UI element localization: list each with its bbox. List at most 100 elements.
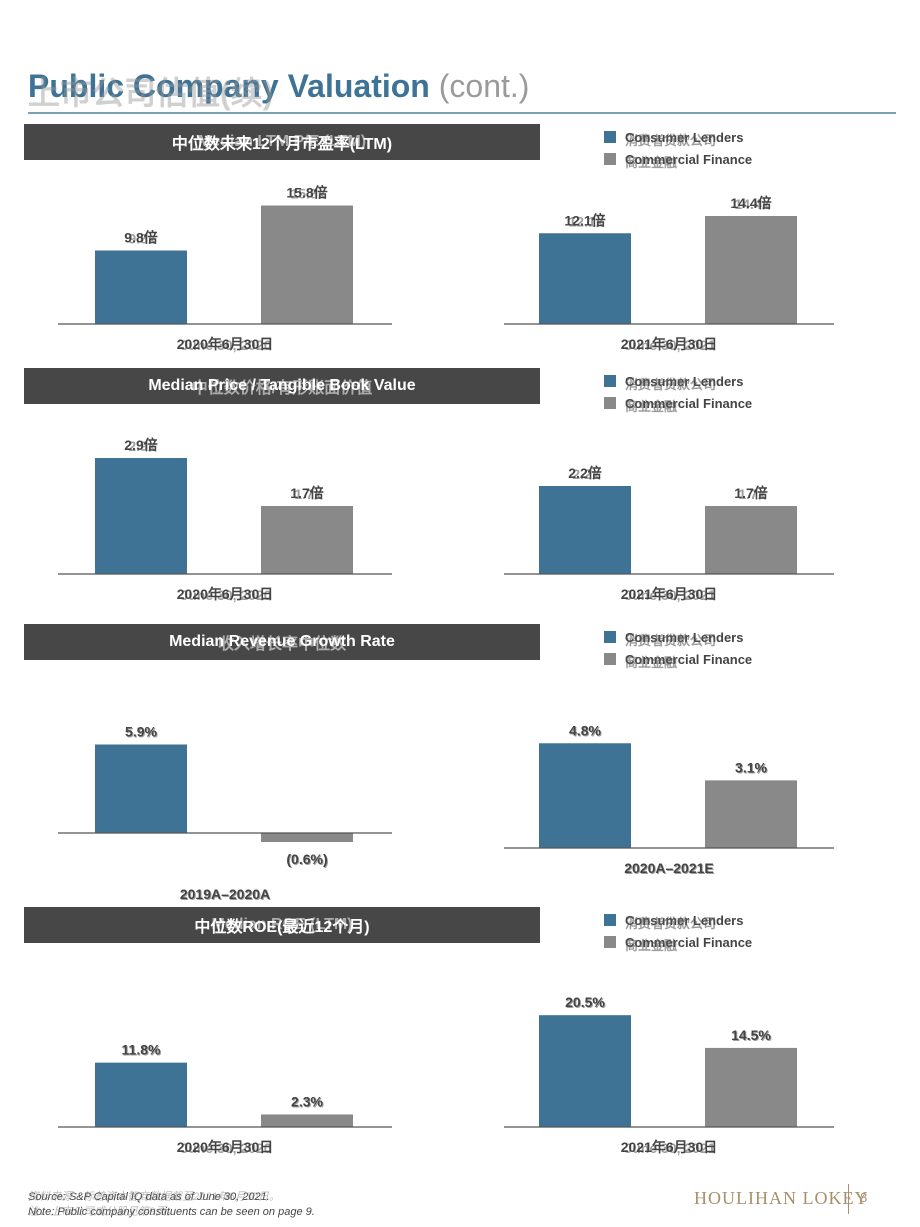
logo-divider — [848, 1184, 849, 1214]
section-revenue-growth: 收入增长率中位数 Median Revenue Growth Rate 消费者贷… — [0, 624, 920, 903]
legend-label: Consumer Lenders — [625, 912, 744, 928]
category-label-ghost: June 30, 2021 — [624, 1140, 715, 1156]
section-roe: Median ROE (LTM) 中位数ROE(最近12个月) 消费者贷款公司 C… — [0, 907, 920, 1157]
legend-label-zh: 商业金融 — [625, 154, 678, 170]
data-label-ghost: 5.9% — [126, 725, 158, 741]
legend-swatch — [604, 631, 616, 643]
legend-label: Commercial Finance — [625, 151, 753, 167]
section-band-ghost: 中位数价格/有形账面价值 — [191, 380, 373, 397]
section-band-title: 中位数ROE(最近12个月) — [194, 919, 370, 936]
data-label-ghost: 2.9x — [128, 438, 155, 454]
bar-commercial-finance — [261, 1114, 353, 1127]
page-title-main: Public Company — [28, 68, 279, 104]
data-label-ghost: 3.1% — [736, 760, 768, 776]
data-label: 11.8% — [122, 1042, 161, 1058]
legend: 消费者贷款公司 Consumer Lenders 商业金融 Commercial F… — [604, 370, 752, 414]
data-label-ghost: 1.7x — [294, 486, 321, 502]
legend-swatch — [604, 131, 616, 143]
legend-label: Commercial Finance — [625, 651, 753, 667]
data-label-ghost: 12.1x — [568, 213, 603, 229]
section-band-title: 中位数未来12个月市盈率(LTM) — [171, 136, 393, 153]
legend-item-consumer-lenders: 消费者贷款公司 Consumer Lenders — [604, 126, 752, 148]
data-label: 4.8% — [569, 722, 601, 738]
legend-item-commercial-finance: 商业金融 Commercial Finance — [604, 392, 752, 414]
category-label: 2021年6月30日 — [621, 336, 718, 352]
category-label: 2020年6月30日 — [177, 1139, 274, 1155]
data-label: 1.7倍 — [290, 485, 323, 501]
legend: 消费者贷款公司 Consumer Lenders 商业金融 Commercial F… — [604, 626, 752, 670]
category-label-ghost: June 30, 2020 — [180, 337, 271, 353]
category-label-ghost: June 30, 2021 — [624, 587, 715, 603]
data-label: 5.9% — [125, 724, 157, 740]
footer-source-ghost: 资料来源：标普资本智商数据截至2021年6月30日。 — [28, 1191, 280, 1203]
legend-label-zh: 消费者贷款公司 — [625, 632, 717, 648]
legend-label-zh: 商业金融 — [625, 654, 678, 670]
section-band-ghost: Median ROE (LTM) — [211, 916, 353, 933]
legend-item-consumer-lenders: 消费者贷款公司 Consumer Lenders — [604, 626, 752, 648]
data-label: (0.6%) — [286, 851, 327, 867]
data-label-ghost: 2.3% — [292, 1094, 324, 1110]
category-label: 2019A–2020A — [180, 886, 270, 902]
bar-consumer-lenders — [539, 1015, 631, 1127]
data-label: 1.7倍 — [734, 485, 767, 501]
category-label-ghost: 2020A–2021E — [625, 861, 715, 877]
data-label: 3.1% — [735, 759, 767, 775]
legend-label: Consumer Lenders — [625, 373, 744, 389]
data-label-ghost: 15.8x — [290, 186, 325, 202]
page-title-cont: (cont.) — [438, 68, 530, 104]
bar-consumer-lenders — [539, 233, 631, 324]
section-band: Median LTM P/E (LTM) 中位数未来12个月市盈率(LTM) — [24, 124, 540, 160]
legend-swatch — [604, 397, 616, 409]
bar-commercial-finance — [705, 216, 797, 324]
legend-swatch — [604, 153, 616, 165]
bar-commercial-finance — [705, 780, 797, 848]
legend: 消费者贷款公司 Consumer Lenders 商业金融 Commercial F… — [604, 909, 752, 953]
legend-item-consumer-lenders: 消费者贷款公司 Consumer Lenders — [604, 370, 752, 392]
legend-label-zh: 消费者贷款公司 — [625, 376, 717, 392]
data-label-ghost: 20.5% — [566, 995, 606, 1011]
section-price-tbv: 中位数价格/有形账面价值 Median Price / Tangible Boo… — [0, 368, 920, 618]
bar-commercial-finance — [705, 1047, 797, 1127]
section-band-title: Median Price / Tangible Book Value — [148, 377, 416, 394]
legend-label-zh: 商业金融 — [625, 937, 678, 953]
section-band-title: Median Revenue Growth Rate — [169, 633, 395, 650]
chart-roe-2020: 11.8%11.8%2.3%2.3%June 30, 20202020年6月30… — [58, 1042, 392, 1156]
data-label-ghost: 14.5% — [732, 1028, 772, 1044]
legend-label: Commercial Finance — [625, 934, 753, 950]
legend-label: Commercial Finance — [625, 395, 753, 411]
legend-swatch — [604, 936, 616, 948]
page-title-zh: 上市公司估值(续) — [28, 75, 274, 111]
section-band: 中位数价格/有形账面价值 Median Price / Tangible Boo… — [24, 368, 540, 404]
footer-source: Source: S&P Capital IQ data as of June 3… — [28, 1191, 270, 1203]
legend-swatch — [604, 914, 616, 926]
category-label-ghost: June 30, 2020 — [180, 1140, 271, 1156]
legend-label: Consumer Lenders — [625, 129, 744, 145]
data-label: 14.4倍 — [730, 195, 771, 211]
houlihan-lokey-logo: HOULIHAN LOKEY — [694, 1188, 869, 1208]
category-label: 2020年6月30日 — [177, 586, 274, 602]
data-label: 2.2倍 — [568, 465, 601, 481]
legend-swatch — [604, 653, 616, 665]
legend-label-zh: 商业金融 — [625, 398, 678, 414]
category-label: 2021年6月30日 — [621, 586, 718, 602]
legend-label: Consumer Lenders — [625, 629, 744, 645]
legend-swatch — [604, 375, 616, 387]
data-label: 2.3% — [291, 1093, 323, 1109]
section-band-ghost: Median LTM P/E (LTM) — [197, 133, 367, 150]
bar-commercial-finance — [261, 506, 353, 574]
legend-label-zh: 消费者贷款公司 — [625, 132, 717, 148]
section-band: Median ROE (LTM) 中位数ROE(最近12个月) — [24, 907, 540, 943]
legend: 消费者贷款公司 Consumer Lenders 商业金融 Commercial F… — [604, 126, 752, 170]
category-label: 2021年6月30日 — [621, 1139, 718, 1155]
chart-revenue-growth-2020: 5.9%5.9%(0.6%)(0.6%)2019A–2020A2019A–202… — [58, 724, 392, 903]
legend-label-zh: 消费者贷款公司 — [625, 915, 717, 931]
data-label-ghost: 2.2x — [572, 466, 599, 482]
section-band: 收入增长率中位数 Median Revenue Growth Rate — [24, 624, 540, 660]
footer-notes: 资料来源：标普资本智商数据截至2021年6月30日。 Source: S&P C… — [28, 1190, 315, 1220]
bar-consumer-lenders — [539, 743, 631, 848]
